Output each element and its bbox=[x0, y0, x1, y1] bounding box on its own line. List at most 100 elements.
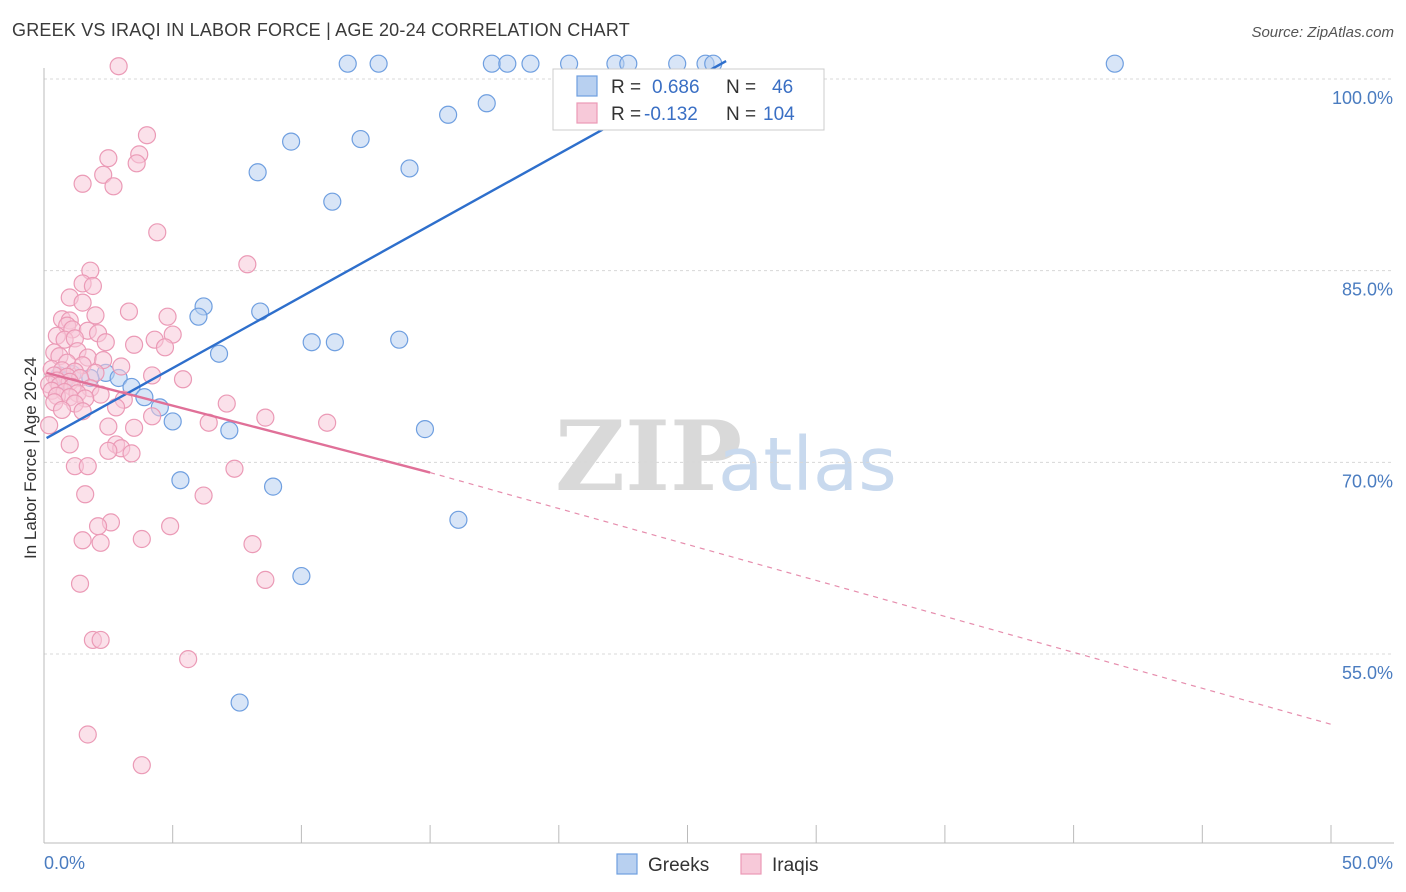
data-point-iraqis bbox=[70, 574, 90, 593]
legend-n-label-greeks: N = bbox=[726, 77, 756, 98]
correlation-legend: R = 0.686 N = 46 R = -0.132 N = 104 bbox=[552, 68, 825, 131]
data-point-iraqis bbox=[112, 357, 131, 376]
data-point-greeks bbox=[189, 307, 208, 326]
legend-n-value-greeks: 46 bbox=[772, 77, 793, 98]
data-point-greeks bbox=[163, 412, 182, 431]
bottom-legend-swatch-iraqis bbox=[740, 853, 762, 875]
data-point-greeks bbox=[449, 510, 468, 529]
watermark: ZIP atlas bbox=[555, 400, 897, 513]
data-point-greeks bbox=[415, 420, 435, 439]
data-point-iraqis bbox=[243, 535, 262, 554]
data-point-greeks bbox=[292, 566, 311, 586]
legend-r-label-iraqis: R = bbox=[611, 104, 641, 125]
data-point-greeks bbox=[263, 477, 283, 496]
data-point-iraqis bbox=[88, 517, 108, 536]
data-point-iraqis bbox=[60, 435, 79, 454]
data-point-greeks bbox=[209, 344, 229, 363]
y-tick-label: 55.0% bbox=[1342, 663, 1393, 683]
data-point-iraqis bbox=[179, 650, 198, 669]
trend-line-dashed-iraqis bbox=[429, 471, 1332, 725]
data-point-iraqis bbox=[127, 154, 146, 173]
data-point-greeks bbox=[302, 333, 321, 352]
data-point-greeks bbox=[521, 54, 540, 73]
y-tick-label: 70.0% bbox=[1342, 471, 1393, 491]
data-point-iraqis bbox=[99, 417, 118, 436]
watermark-zip: ZIP bbox=[555, 400, 742, 513]
data-point-iraqis bbox=[73, 531, 92, 550]
data-point-greeks bbox=[477, 94, 496, 113]
data-point-greeks bbox=[369, 54, 388, 73]
legend-r-value-iraqis: -0.132 bbox=[644, 104, 698, 125]
data-point-greeks bbox=[230, 693, 249, 712]
data-point-iraqis bbox=[143, 407, 162, 426]
data-point-iraqis bbox=[124, 335, 144, 354]
data-point-iraqis bbox=[122, 444, 141, 463]
legend-n-label-iraqis: N = bbox=[726, 104, 756, 125]
bottom-legend-iraqis: Iraqis bbox=[772, 855, 818, 876]
series-layer bbox=[40, 54, 1124, 775]
data-point-iraqis bbox=[99, 149, 118, 168]
watermark-atlas: atlas bbox=[718, 422, 897, 508]
data-point-iraqis bbox=[52, 400, 72, 420]
data-point-iraqis bbox=[73, 174, 92, 193]
data-point-iraqis bbox=[109, 57, 128, 76]
data-point-iraqis bbox=[91, 630, 110, 650]
y-tick-label: 85.0% bbox=[1342, 280, 1393, 300]
data-point-iraqis bbox=[83, 276, 103, 296]
data-point-iraqis bbox=[104, 177, 123, 196]
data-point-iraqis bbox=[124, 418, 144, 437]
data-point-greeks bbox=[171, 471, 190, 490]
legend-r-label-greeks: R = bbox=[611, 77, 641, 98]
data-point-greeks bbox=[400, 159, 419, 178]
data-point-iraqis bbox=[86, 306, 105, 325]
data-point-iraqis bbox=[238, 255, 257, 274]
data-point-iraqis bbox=[78, 725, 97, 744]
data-point-iraqis bbox=[256, 570, 275, 589]
data-point-iraqis bbox=[217, 394, 236, 413]
data-point-greeks bbox=[1105, 54, 1124, 73]
data-point-iraqis bbox=[137, 126, 157, 145]
x-tick-label-min: 0.0% bbox=[44, 853, 85, 873]
axes: 55.0% 70.0% 85.0% 100.0% 0.0% 50.0% bbox=[43, 68, 1394, 873]
data-point-greeks bbox=[390, 330, 409, 349]
data-point-iraqis bbox=[76, 485, 95, 504]
series-greeks bbox=[50, 54, 1124, 712]
data-point-iraqis bbox=[256, 408, 275, 427]
data-point-iraqis bbox=[194, 486, 213, 505]
data-point-greeks bbox=[351, 129, 370, 149]
grid-lines bbox=[44, 78, 1394, 655]
data-point-greeks bbox=[482, 54, 501, 73]
legend-r-value-greeks: 0.686 bbox=[652, 77, 700, 98]
chart-title: GREEK VS IRAQI IN LABOR FORCE | AGE 20-2… bbox=[12, 20, 630, 40]
data-point-iraqis bbox=[86, 363, 105, 382]
source-credit: Source: ZipAtlas.com bbox=[1251, 24, 1394, 41]
data-point-iraqis bbox=[173, 370, 193, 389]
legend-box bbox=[552, 68, 825, 131]
trend-layer bbox=[45, 60, 1332, 725]
data-point-iraqis bbox=[96, 333, 115, 352]
data-point-iraqis bbox=[99, 441, 118, 460]
data-point-greeks bbox=[323, 192, 342, 211]
bottom-legend-swatch-greeks bbox=[616, 853, 638, 875]
data-point-iraqis bbox=[148, 223, 167, 242]
data-point-iraqis bbox=[225, 459, 244, 478]
data-point-iraqis bbox=[78, 457, 97, 476]
data-point-greeks bbox=[282, 132, 301, 151]
legend-swatch-greeks bbox=[576, 75, 598, 97]
data-point-iraqis bbox=[132, 529, 151, 549]
bottom-legend-greeks: Greeks bbox=[648, 855, 709, 876]
series-legend: Greeks Iraqis bbox=[616, 853, 818, 876]
data-point-greeks bbox=[338, 54, 357, 73]
data-point-iraqis bbox=[119, 302, 139, 321]
legend-n-value-iraqis: 104 bbox=[763, 104, 795, 125]
y-tick-label: 100.0% bbox=[1332, 88, 1393, 108]
data-point-iraqis bbox=[318, 413, 337, 432]
data-point-iraqis bbox=[132, 756, 151, 775]
data-point-greeks bbox=[325, 333, 344, 352]
data-point-greeks bbox=[439, 105, 458, 124]
data-point-greeks bbox=[220, 421, 239, 440]
series-iraqis bbox=[40, 57, 337, 775]
y-axis-label: In Labor Force | Age 20-24 bbox=[21, 357, 40, 559]
data-point-iraqis bbox=[91, 533, 110, 552]
